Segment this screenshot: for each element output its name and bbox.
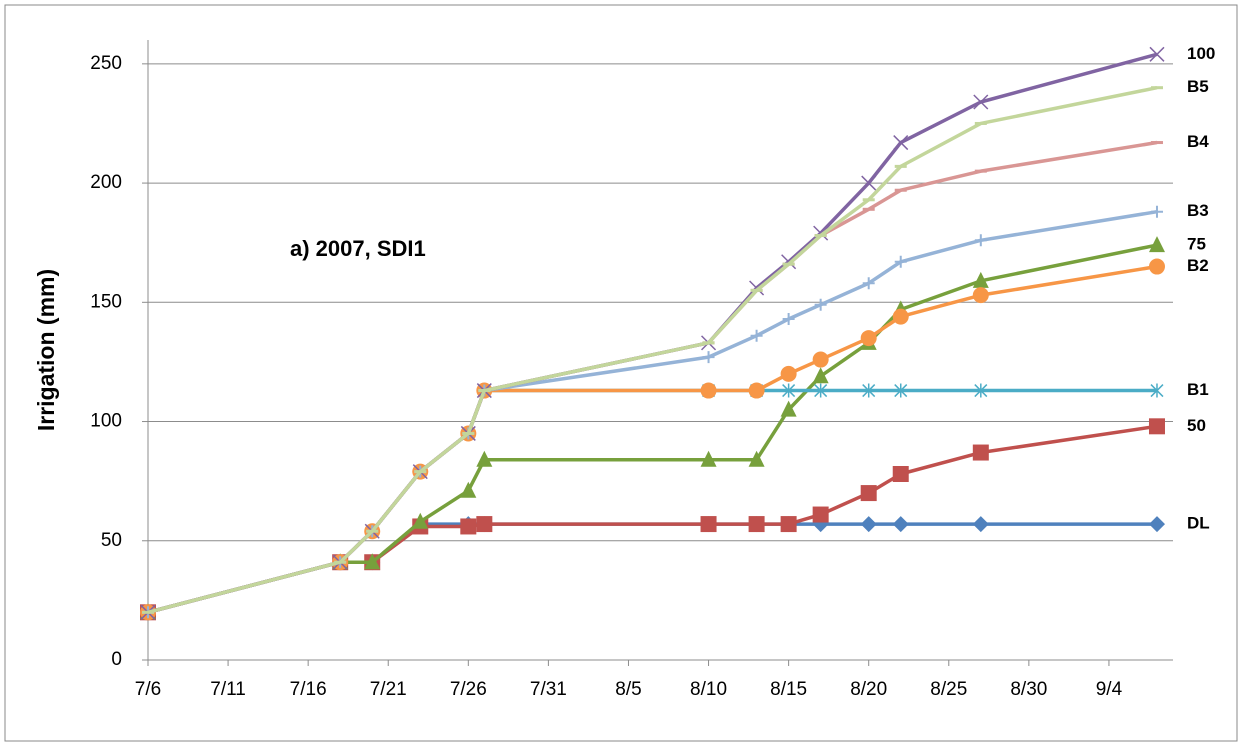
- marker: [814, 383, 828, 398]
- marker: [700, 516, 717, 533]
- x-tick-label: 8/5: [615, 679, 641, 700]
- marker: [814, 298, 827, 311]
- series-label: B2: [1187, 256, 1209, 275]
- x-tick-label: 8/15: [770, 679, 807, 700]
- series-label: B1: [1187, 380, 1209, 399]
- marker: [974, 383, 988, 398]
- x-tick-label: 7/26: [450, 679, 487, 700]
- marker: [972, 516, 989, 533]
- marker: [861, 175, 877, 191]
- marker: [1148, 516, 1165, 533]
- y-tick-label: 50: [101, 530, 122, 551]
- marker: [780, 400, 797, 417]
- marker: [1148, 258, 1165, 275]
- x-tick-label: 7/31: [530, 679, 567, 700]
- marker: [972, 444, 989, 461]
- series-label: 100: [1187, 44, 1215, 63]
- x-tick-label: 8/30: [1010, 679, 1047, 700]
- marker: [860, 330, 877, 347]
- y-axis-label: Irrigation (mm): [33, 269, 59, 431]
- series-label: 50: [1187, 416, 1206, 435]
- marker: [748, 516, 765, 533]
- marker: [894, 255, 907, 268]
- marker: [476, 450, 493, 467]
- marker: [1148, 418, 1165, 435]
- marker: [748, 382, 765, 399]
- marker: [812, 506, 829, 523]
- marker: [892, 466, 909, 482]
- marker: [782, 313, 795, 325]
- x-tick-label: 7/11: [210, 679, 246, 700]
- x-tick-label: 8/25: [930, 679, 967, 700]
- x-tick-label: 8/10: [690, 679, 727, 700]
- marker: [700, 450, 717, 467]
- marker: [476, 516, 493, 533]
- marker: [460, 481, 477, 498]
- marker: [460, 518, 477, 535]
- marker: [1150, 383, 1164, 398]
- marker: [812, 367, 829, 384]
- marker: [702, 351, 715, 364]
- series-label: B4: [1187, 132, 1209, 151]
- marker: [894, 383, 908, 398]
- x-tick-label: 7/21: [370, 679, 407, 700]
- marker: [412, 512, 429, 529]
- marker: [974, 234, 987, 247]
- x-tick-label: 7/16: [290, 679, 327, 700]
- marker: [1150, 205, 1163, 218]
- series-label: B3: [1187, 201, 1209, 220]
- marker: [750, 329, 763, 342]
- y-tick-label: 200: [90, 172, 122, 193]
- y-tick-label: 100: [90, 411, 122, 432]
- marker: [780, 516, 797, 533]
- marker: [862, 383, 876, 398]
- x-tick-label: 9/4: [1096, 679, 1123, 700]
- marker: [972, 287, 989, 304]
- x-tick-label: 7/6: [135, 679, 161, 700]
- series-line: [147, 85, 1158, 615]
- marker: [749, 280, 765, 296]
- marker: [364, 553, 381, 570]
- marker: [780, 365, 797, 382]
- marker: [860, 485, 877, 502]
- marker: [1149, 46, 1165, 62]
- y-tick-label: 150: [90, 291, 122, 312]
- series-label: B5: [1187, 77, 1209, 96]
- series-label: DL: [1187, 514, 1210, 533]
- x-tick-label: 8/20: [850, 679, 887, 700]
- marker: [812, 351, 829, 368]
- marker: [862, 277, 875, 290]
- annotation: a) 2007, SDI1: [290, 236, 426, 261]
- y-tick-label: 250: [90, 53, 122, 74]
- series-label: 75: [1187, 235, 1206, 254]
- marker: [748, 450, 765, 467]
- marker: [782, 383, 796, 398]
- marker: [892, 308, 909, 325]
- marker: [892, 516, 909, 533]
- marker: [893, 135, 909, 151]
- marker: [972, 271, 989, 288]
- chart-border: [4, 4, 1238, 742]
- marker: [860, 516, 877, 533]
- marker: [1148, 236, 1165, 253]
- marker: [700, 382, 717, 399]
- y-tick-label: 0: [111, 649, 122, 670]
- marker: [973, 94, 989, 110]
